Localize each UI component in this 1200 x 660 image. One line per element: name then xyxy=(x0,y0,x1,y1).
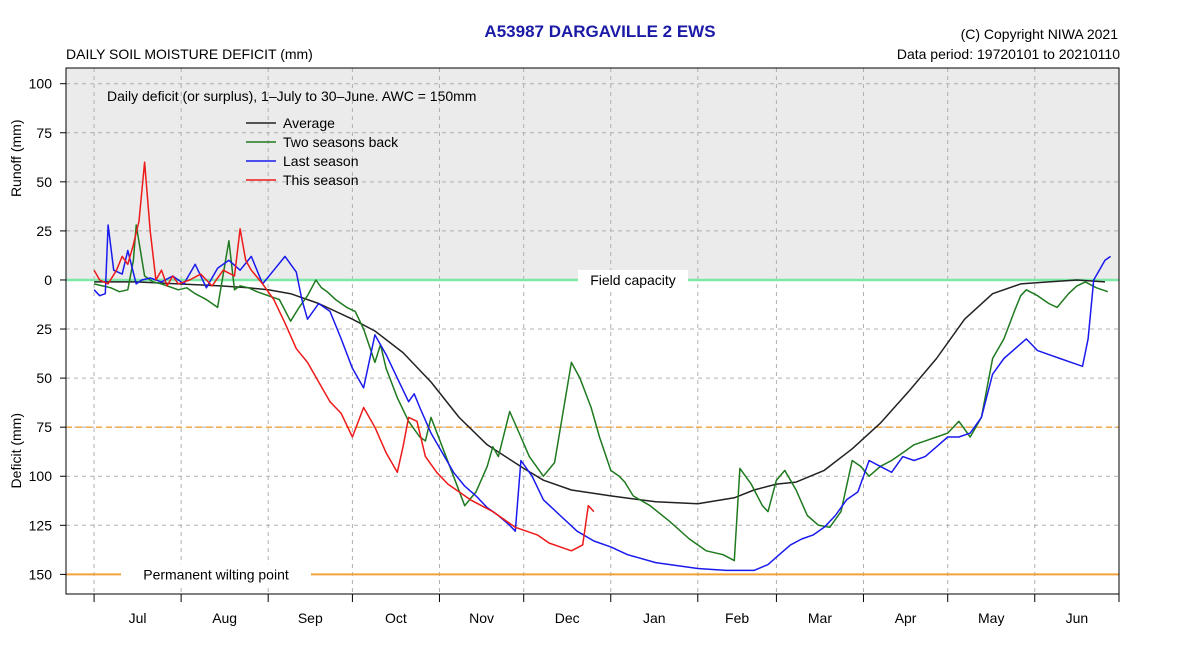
field-capacity-label: Field capacity xyxy=(590,272,676,288)
runoff-axis-label: Runoff (mm) xyxy=(8,120,24,198)
y-tick-label: 125 xyxy=(29,517,53,533)
series-line-two-seasons-back xyxy=(93,224,1109,562)
chart-title: A53987 DARGAVILLE 2 EWS xyxy=(484,22,716,41)
legend: Average Two seasons back Last season This s… xyxy=(246,115,399,188)
y-tick-label: 0 xyxy=(44,272,52,288)
legend-label: Average xyxy=(283,115,335,131)
x-tick-label: Feb xyxy=(725,610,749,626)
copyright-text: (C) Copyright NIWA 2021 xyxy=(960,26,1118,42)
data-period-text: Data period: 19720101 to 20210110 xyxy=(896,46,1120,62)
series-lines xyxy=(93,161,1112,572)
y-tick-label: 25 xyxy=(36,321,52,337)
axes: 100 75 50 25 0 25 50 75 100 125 150 Jul Aug Sep Oct Nov… xyxy=(29,76,1120,626)
y-tick-label: 50 xyxy=(36,370,52,386)
y-tick-label: 100 xyxy=(29,76,53,92)
x-tick-label: Oct xyxy=(385,610,407,626)
x-tick-label: Dec xyxy=(555,610,580,626)
legend-label: Last season xyxy=(283,153,359,169)
plot-frame xyxy=(65,67,1120,595)
series-line-this-season xyxy=(93,161,595,552)
x-tick-label: Jun xyxy=(1066,610,1089,626)
deficit-axis-label: Deficit (mm) xyxy=(8,413,24,488)
chart-labels: Field capacity Permanent wilting point Dai… xyxy=(8,88,688,585)
y-tick-label: 75 xyxy=(36,419,52,435)
chart-note: Daily deficit (or surplus), 1–July to 30… xyxy=(107,88,476,104)
x-tick-label: Jul xyxy=(129,610,147,626)
y-tick-label: 75 xyxy=(36,125,52,141)
runoff-region xyxy=(66,68,1119,280)
legend-label: Two seasons back xyxy=(283,134,399,150)
series-line-last-season xyxy=(93,224,1112,572)
y-tick-label: 100 xyxy=(29,468,53,484)
wilting-point-label: Permanent wilting point xyxy=(143,566,289,582)
x-tick-label: Mar xyxy=(808,610,832,626)
x-tick-label: Apr xyxy=(895,610,917,626)
x-tick-label: Sep xyxy=(298,610,323,626)
series-line-average xyxy=(94,279,1106,505)
y-tick-label: 25 xyxy=(36,223,52,239)
y-tick-label: 50 xyxy=(36,174,52,190)
x-tick-label: Aug xyxy=(212,610,237,626)
field-capacity-label-bg xyxy=(578,269,688,290)
x-tick-label: Jan xyxy=(643,610,666,626)
x-tick-label: Nov xyxy=(469,610,494,626)
wilting-label-bg xyxy=(121,564,311,585)
y-axis-title: DAILY SOIL MOISTURE DEFICIT (mm) xyxy=(66,46,313,62)
x-tick-label: May xyxy=(978,610,1004,626)
y-tick-label: 150 xyxy=(29,566,53,582)
legend-label: This season xyxy=(283,172,358,188)
